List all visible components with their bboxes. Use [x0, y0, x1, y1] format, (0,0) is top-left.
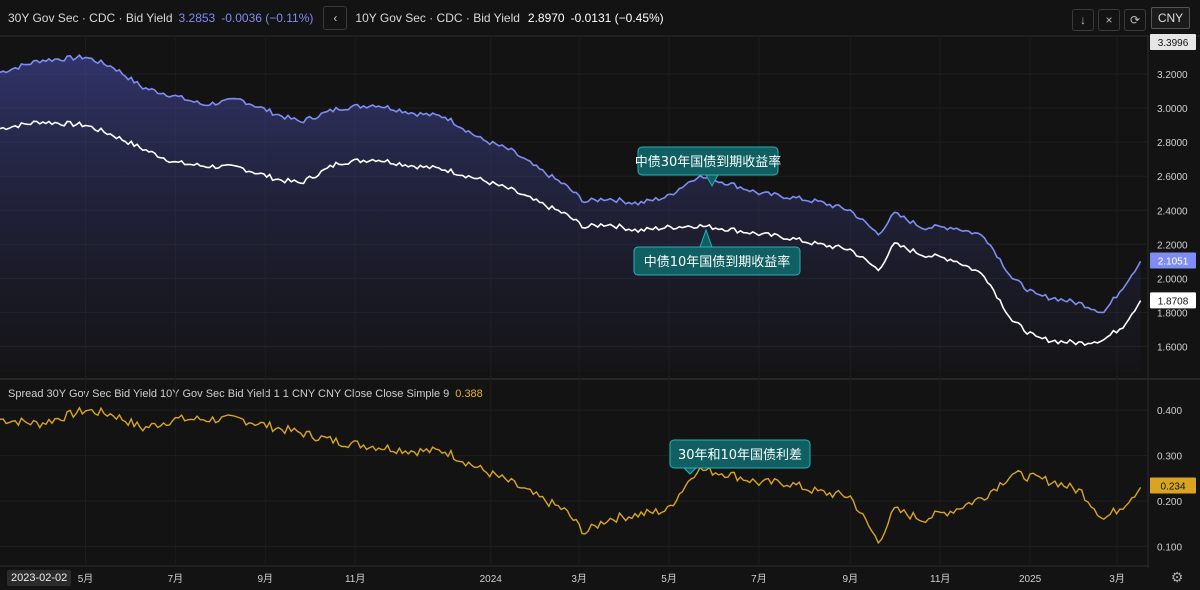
series-30y-area	[0, 55, 1141, 372]
spread-value: 0.388	[455, 388, 483, 400]
y-tick-label-main: 3.0000	[1157, 104, 1188, 115]
price-label-30y-bg	[1150, 252, 1196, 269]
series2-change: -0.0131 (−0.45%)	[570, 11, 664, 25]
annotation-spread-pointer	[682, 467, 698, 475]
x-tick-label: 2024	[480, 574, 503, 585]
annotation-30y-text: 中债30年国债到期收益率	[635, 154, 782, 170]
x-tick-label: 9月	[843, 573, 859, 585]
series1-label: 30Y Gov Sec · CDC · Bid Yield	[8, 11, 173, 25]
spread-header: Spread 30Y Gov Sec Bid Yield 10Y Gov Sec…	[8, 388, 483, 400]
x-tick-label: 5月	[78, 573, 94, 585]
y-tick-label-sub: 0.200	[1157, 497, 1182, 508]
annotation-spread-box	[669, 439, 811, 469]
price-label-10y-bg	[1150, 292, 1196, 309]
annotation-10y-box	[633, 246, 801, 276]
series1-change: -0.0036 (−0.11%)	[221, 11, 314, 25]
y-tick-label-sub: 0.300	[1157, 452, 1182, 463]
crosshair-date-box: 2023-02-02	[7, 570, 72, 586]
annotation-10y-text: 中债10年国债到期收益率	[644, 254, 791, 270]
y-tick-label-main: 2.2000	[1157, 240, 1188, 251]
y-tick-label-main: 2.0000	[1157, 274, 1188, 285]
x-tick-label: 5月	[661, 573, 677, 585]
series-10y-line	[0, 120, 1142, 347]
annotation-spread: 30年和10年国债利差	[669, 439, 811, 475]
x-tick-label: 11月	[930, 573, 950, 585]
x-tick-label: 3月	[571, 573, 587, 585]
move-down-icon[interactable]: ↓	[1072, 9, 1094, 31]
y-tick-label-sub: 0.100	[1157, 542, 1182, 553]
series2-value: 2.8970	[527, 11, 565, 25]
annotation-10y: 中债10年国债到期收益率	[633, 228, 801, 276]
settings-gear-icon[interactable]: ⚙	[1170, 568, 1184, 585]
x-tick-label: 7月	[751, 573, 767, 585]
chart-header: 30Y Gov Sec · CDC · Bid Yield 3.2853 -0.…	[0, 0, 1150, 36]
annotation-30y-pointer	[705, 174, 719, 188]
y-tick-label-main: 1.6000	[1157, 342, 1188, 353]
spread-line	[0, 406, 1142, 545]
price-label-30y: 2.1051	[1158, 256, 1189, 267]
x-tick-label: 9月	[257, 573, 273, 585]
spread-label: Spread 30Y Gov Sec Bid Yield 10Y Gov Sec…	[8, 388, 450, 400]
y-tick-label-sub: 0.400	[1157, 406, 1182, 417]
y-tick-label-main: 1.8000	[1157, 308, 1188, 319]
annotation-10y-pointer	[699, 228, 713, 248]
series1-value: 3.2853	[178, 11, 216, 25]
x-tick-label: 11月	[345, 573, 365, 585]
x-tick-label: 7月	[168, 573, 184, 585]
price-label-spread: 0.234	[1160, 482, 1185, 493]
series-30y-line	[0, 54, 1142, 314]
collapse-legend-button[interactable]: ‹	[323, 6, 348, 30]
y-tick-label-main: 2.8000	[1157, 138, 1188, 149]
x-tick-label: 3月	[1109, 573, 1125, 585]
series2-label: 10Y Gov Sec · CDC · Bid Yield	[355, 11, 520, 25]
x-tick-label: 2025	[1019, 574, 1042, 585]
price-label-10y: 1.8708	[1158, 296, 1189, 307]
y-tick-label-main: 3.2000	[1157, 70, 1188, 81]
annotation-30y: 中债30年国债到期收益率	[635, 146, 782, 188]
annotation-spread-text: 30年和10年国债利差	[678, 448, 802, 463]
refresh-icon[interactable]: ⟳	[1124, 9, 1146, 31]
y-tick-label-main: 2.6000	[1157, 172, 1188, 183]
price-label-spread-bg	[1150, 477, 1196, 494]
price-label-top-bg	[1150, 34, 1196, 50]
collapse-pane-icon[interactable]: ×	[1098, 9, 1120, 31]
currency-badge[interactable]: CNY	[1151, 7, 1190, 29]
y-tick-label-main: 2.4000	[1157, 206, 1188, 217]
price-label-top: 3.3996	[1158, 38, 1189, 49]
